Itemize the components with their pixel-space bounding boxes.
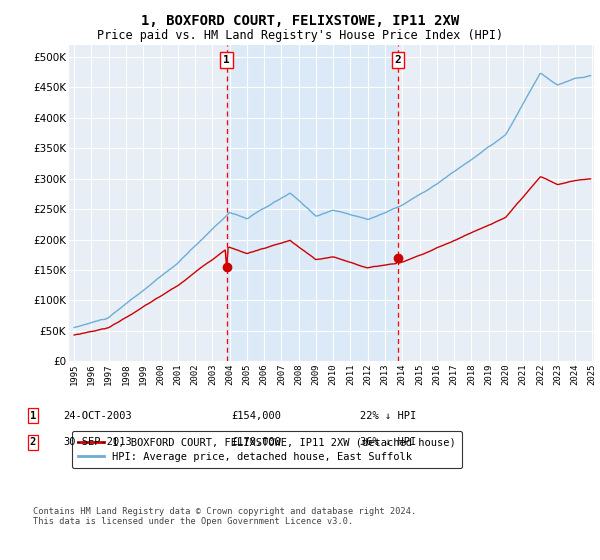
Text: 2: 2 — [395, 55, 401, 65]
Text: £154,000: £154,000 — [231, 410, 281, 421]
Text: 36% ↓ HPI: 36% ↓ HPI — [360, 437, 416, 447]
Text: 1: 1 — [223, 55, 230, 65]
Legend: 1, BOXFORD COURT, FELIXSTOWE, IP11 2XW (detached house), HPI: Average price, det: 1, BOXFORD COURT, FELIXSTOWE, IP11 2XW (… — [71, 431, 462, 468]
Text: 1: 1 — [30, 410, 36, 421]
Text: 2: 2 — [30, 437, 36, 447]
Text: 22% ↓ HPI: 22% ↓ HPI — [360, 410, 416, 421]
Text: 24-OCT-2003: 24-OCT-2003 — [63, 410, 132, 421]
Text: 30-SEP-2013: 30-SEP-2013 — [63, 437, 132, 447]
Bar — [227, 45, 398, 361]
Text: £170,000: £170,000 — [231, 437, 281, 447]
Text: Price paid vs. HM Land Registry's House Price Index (HPI): Price paid vs. HM Land Registry's House … — [97, 29, 503, 42]
Text: Contains HM Land Registry data © Crown copyright and database right 2024.
This d: Contains HM Land Registry data © Crown c… — [33, 507, 416, 526]
Text: 1, BOXFORD COURT, FELIXSTOWE, IP11 2XW: 1, BOXFORD COURT, FELIXSTOWE, IP11 2XW — [141, 14, 459, 28]
